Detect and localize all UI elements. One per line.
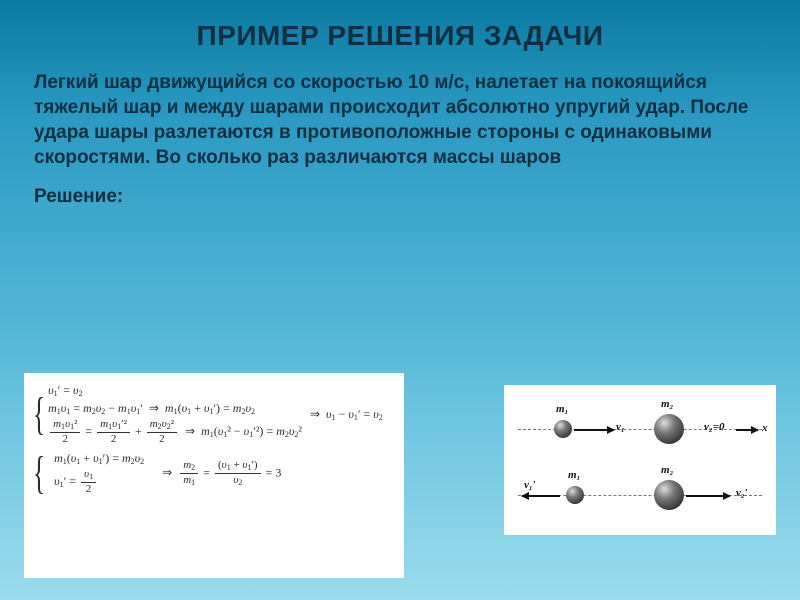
label-m2: m₂ (661, 398, 673, 410)
collision-diagram: m₁ v₁ m₂ v₂=0 x v₁′ m₁ m₂ v₂′ (504, 385, 776, 535)
label-m2-after: m₂ (661, 464, 673, 476)
axis-label: x (762, 422, 768, 434)
arrow-v2p (686, 495, 730, 497)
math-derivation: { υ1′ = υ2 m1υ1 = m2υ2 − m1υ1′ ⇒ m1(υ1 +… (24, 373, 404, 578)
label-v1: v₁ (616, 421, 625, 433)
solution-label: Решение: (34, 186, 766, 208)
bottom-row: { υ1′ = υ2 m1υ1 = m2υ2 − m1υ1′ ⇒ m1(υ1 +… (24, 373, 776, 578)
slide-frame: ПРИМЕР РЕШЕНИЯ ЗАДАЧИ Легкий шар движущи… (0, 0, 800, 600)
label-m1-after: m₁ (568, 469, 580, 481)
label-m1: m₁ (556, 403, 568, 415)
label-v2-zero: v₂=0 (704, 421, 725, 433)
ball-m1-after (566, 486, 584, 504)
arrow-v1 (574, 429, 614, 431)
ball-m1-before (554, 420, 572, 438)
axis-arrow (736, 429, 758, 431)
ball-m2-before (654, 414, 684, 444)
slide-title: ПРИМЕР РЕШЕНИЯ ЗАДАЧИ (34, 20, 766, 52)
arrow-v1p (522, 495, 560, 497)
ball-m2-after (654, 480, 684, 510)
label-v1p: v₁′ (524, 479, 536, 491)
label-v2p: v₂′ (736, 487, 748, 499)
problem-statement: Легкий шар движущийся со скоростью 10 м/… (34, 70, 766, 170)
